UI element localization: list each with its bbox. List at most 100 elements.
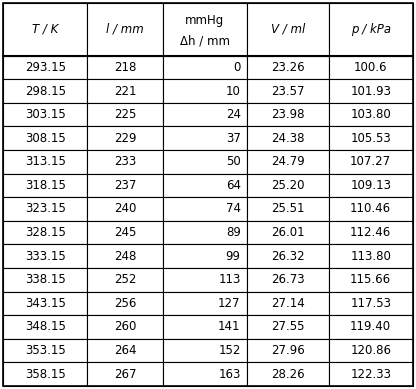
Text: 348.15: 348.15 [25,321,66,333]
Bar [163,244,247,268]
Bar [247,362,329,386]
Text: 120.86: 120.86 [350,344,391,357]
Text: 24: 24 [225,108,240,121]
Text: 37: 37 [226,132,240,145]
Text: 353.15: 353.15 [25,344,66,357]
Bar [247,315,329,339]
Text: 28.26: 28.26 [271,368,305,380]
Text: 267: 267 [114,368,136,380]
Text: 240: 240 [114,202,136,216]
Text: V / ml: V / ml [271,23,305,36]
Bar [329,221,413,244]
Bar [329,56,413,79]
Text: 141: 141 [218,321,240,333]
Text: 109.13: 109.13 [350,179,391,192]
Bar [87,244,163,268]
Bar [247,173,329,197]
Bar [247,79,329,103]
Text: Δh / mm: Δh / mm [180,34,230,47]
Bar [3,291,87,315]
Bar [87,339,163,362]
Text: 100.6: 100.6 [354,61,387,74]
Text: 74: 74 [225,202,240,216]
Bar [329,103,413,126]
Text: 107.27: 107.27 [350,155,391,168]
Text: 313.15: 313.15 [25,155,66,168]
Bar [329,79,413,103]
Text: 105.53: 105.53 [350,132,391,145]
Text: 323.15: 323.15 [25,202,66,216]
Text: 112.46: 112.46 [350,226,391,239]
Text: 99: 99 [225,250,240,263]
Bar [163,103,247,126]
Bar [163,339,247,362]
Text: 26.73: 26.73 [271,273,305,286]
Bar [247,103,329,126]
Bar [329,150,413,173]
Text: 113.80: 113.80 [350,250,391,263]
Bar [87,103,163,126]
Bar [87,150,163,173]
Bar [163,79,247,103]
Text: l / mm: l / mm [106,23,144,36]
Bar [87,268,163,291]
Bar [163,291,247,315]
Text: 0: 0 [233,61,240,74]
Text: 163: 163 [218,368,240,380]
Text: 293.15: 293.15 [25,61,66,74]
Text: 260: 260 [114,321,136,333]
Text: 245: 245 [114,226,136,239]
Text: 23.26: 23.26 [271,61,305,74]
Bar [247,244,329,268]
Bar [3,56,87,79]
Text: 343.15: 343.15 [25,297,66,310]
Text: 117.53: 117.53 [350,297,391,310]
Text: 26.32: 26.32 [271,250,305,263]
Text: 358.15: 358.15 [25,368,66,380]
Text: 122.33: 122.33 [350,368,391,380]
Text: 252: 252 [114,273,136,286]
Bar [3,126,87,150]
Bar [3,197,87,221]
Text: 264: 264 [114,344,136,357]
Bar [3,268,87,291]
Bar [329,291,413,315]
Bar [163,3,247,56]
Text: 115.66: 115.66 [350,273,391,286]
Bar [163,56,247,79]
Bar [247,291,329,315]
Bar [87,221,163,244]
Bar [329,244,413,268]
Text: 318.15: 318.15 [25,179,66,192]
Text: 233: 233 [114,155,136,168]
Bar [87,79,163,103]
Text: 303.15: 303.15 [25,108,66,121]
Bar [3,244,87,268]
Text: 110.46: 110.46 [350,202,391,216]
Text: 89: 89 [226,226,240,239]
Text: 101.93: 101.93 [350,84,391,98]
Bar [87,362,163,386]
Text: 237: 237 [114,179,136,192]
Bar [329,268,413,291]
Bar [163,315,247,339]
Bar [329,126,413,150]
Bar [87,197,163,221]
Bar [329,339,413,362]
Text: 338.15: 338.15 [25,273,66,286]
Text: mmHg: mmHg [185,14,225,27]
Text: 221: 221 [114,84,136,98]
Text: 229: 229 [114,132,136,145]
Text: 218: 218 [114,61,136,74]
Bar [247,126,329,150]
Bar [329,3,413,56]
Text: 23.57: 23.57 [271,84,305,98]
Text: 298.15: 298.15 [25,84,66,98]
Bar [163,150,247,173]
Bar [329,173,413,197]
Text: 25.20: 25.20 [271,179,305,192]
Text: 127: 127 [218,297,240,310]
Bar [163,126,247,150]
Text: 64: 64 [225,179,240,192]
Bar [87,56,163,79]
